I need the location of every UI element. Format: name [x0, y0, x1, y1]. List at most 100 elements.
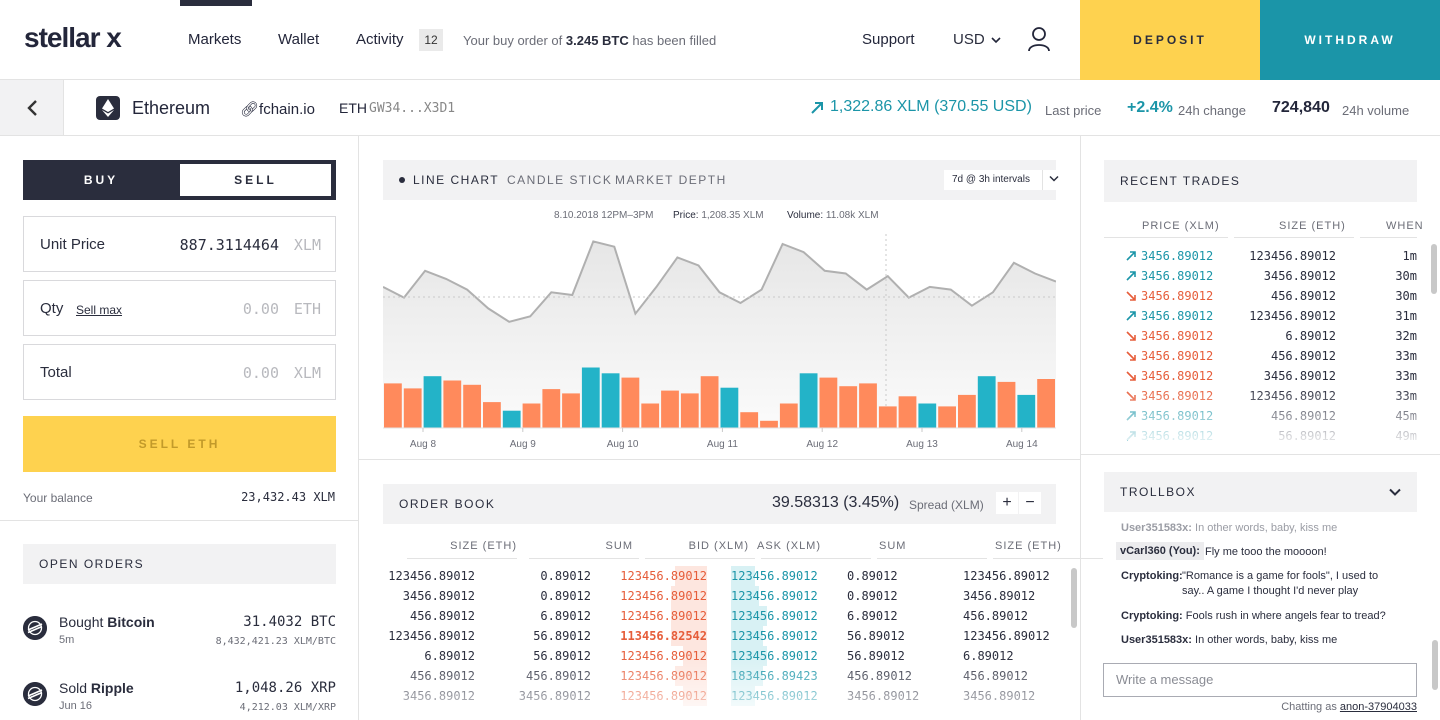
trade-row[interactable]: 3456.89012 3456.89012 33m [1104, 366, 1417, 386]
chat-message-input[interactable]: Write a message [1103, 663, 1417, 697]
recent-trades-header: RECENT TRADES [1104, 160, 1417, 202]
total-field[interactable]: Total 0.00 XLM [23, 344, 336, 400]
ob-cell-asize: 3456.89012 [963, 589, 1036, 603]
trade-row[interactable]: 3456.89012 3456.89012 30m [1104, 266, 1417, 286]
order-book-row[interactable]: 123456.89012 56.89012 113456.82542 123456.8… [383, 626, 1056, 646]
withdraw-button[interactable]: WITHDRAW [1260, 0, 1440, 80]
order-book-row[interactable]: 456.89012 456.89012 123456.89012 183456.894… [383, 666, 1056, 686]
rt-col-size: SIZE (ETH) [1279, 220, 1346, 232]
qty-placeholder: 0.00 [242, 300, 279, 318]
chat-text: In other words, baby, kiss me [1195, 634, 1338, 646]
balance-value: 23,432.43 XLM [241, 490, 335, 504]
sell-eth-button[interactable]: SELL ETH [23, 416, 336, 472]
order-book-row[interactable]: 123456.89012 0.89012 123456.89012 123456.89… [383, 566, 1056, 586]
column-rule [1360, 237, 1417, 238]
nav-markets[interactable]: Markets [188, 31, 242, 48]
arrow-up-right-icon [1126, 431, 1136, 441]
bid-depth-bar [675, 566, 707, 586]
trade-row[interactable]: 3456.89012 456.89012 30m [1104, 286, 1417, 306]
order-book-title: ORDER BOOK [399, 497, 496, 511]
stellarx-logo[interactable]: stellar x [24, 22, 122, 53]
interval-select[interactable]: 7d @ 3h intervals [944, 170, 1064, 190]
trade-row[interactable]: 3456.89012 123456.89012 1m [1104, 246, 1417, 266]
meta-volume-label: Volume: [787, 210, 824, 221]
trade-row[interactable]: 3456.89012 456.89012 33m [1104, 346, 1417, 366]
qty-field[interactable]: Qty Sell max 0.00 ETH [23, 280, 336, 336]
ob-cell-bid: 113456.82542 [620, 629, 707, 643]
trade-panel: BUY SELL Unit Price 887.3114464 XLM Qty … [0, 136, 359, 720]
nav-support[interactable]: Support [862, 31, 915, 48]
trade-row[interactable]: 3456.89012 6.89012 32m [1104, 326, 1417, 346]
ob-cell-bsize: 3456.89012 [402, 589, 475, 603]
bid-depth-bar [671, 606, 707, 626]
sell-tab[interactable]: SELL [180, 164, 331, 196]
sell-max-link[interactable]: Sell max [76, 303, 123, 317]
ob-cell-asum: 0.89012 [847, 569, 898, 583]
top-navigation: stellar x Markets Wallet Activity 12 You… [0, 0, 1440, 80]
trollbox-header[interactable]: TROLLBOX [1104, 472, 1417, 512]
arrow-down-right-icon [1126, 351, 1136, 361]
arrow-down-right-icon [1126, 291, 1136, 301]
page-scrollbar[interactable] [1432, 640, 1438, 690]
chatting-as-user[interactable]: anon-37904033 [1339, 701, 1417, 713]
order-book-row[interactable]: 3456.89012 0.89012 123456.89012 123456.8901… [383, 586, 1056, 606]
nav-wallet[interactable]: Wallet [278, 31, 320, 48]
trade-price: 3456.89012 [1141, 329, 1214, 343]
tab-market-depth[interactable]: MARKET DEPTH [615, 173, 727, 187]
order-book-row[interactable]: 456.89012 6.89012 123456.89012 123456.89012… [383, 606, 1056, 626]
scrollbar[interactable] [1071, 568, 1077, 628]
scrollbar[interactable] [1431, 244, 1437, 294]
volume-bar [562, 393, 580, 428]
ob-cell-bsum: 0.89012 [540, 569, 591, 583]
currency-select[interactable]: USD [953, 31, 1001, 48]
chat-text: "Romance is a game for fools", I used to… [1182, 570, 1379, 597]
interval-value: 7d @ 3h intervals [952, 174, 1030, 185]
chart-meta-price: Price: 1,208.35 XLM [673, 210, 764, 221]
order-date: 5m [59, 634, 75, 646]
deposit-button[interactable]: DEPOSIT [1080, 0, 1260, 80]
open-order-item[interactable]: Bought Bitcoin 5m 31.4032 BTC 8,432,421.… [23, 612, 336, 652]
asset-issuer[interactable]: GW34...X3D1 [369, 101, 456, 116]
trade-when: 33m [1395, 389, 1417, 403]
trade-row[interactable]: 3456.89012 123456.89012 33m [1104, 386, 1417, 406]
trade-price: 3456.89012 [1141, 269, 1214, 283]
ob-cell-asize: 456.89012 [963, 609, 1029, 623]
user-icon[interactable] [1027, 26, 1051, 52]
trade-row[interactable]: 3456.89012 456.89012 45m [1104, 406, 1417, 426]
volume-bar [680, 393, 699, 428]
order-asset: Ripple [90, 680, 134, 696]
volume-value: 724,840 [1272, 99, 1330, 116]
order-book-row[interactable]: 3456.89012 3456.89012 123456.89012 123456.8… [383, 686, 1056, 706]
volume-bar [423, 376, 442, 428]
column-rule [877, 558, 987, 559]
nav-activity[interactable]: Activity [356, 31, 404, 48]
trade-row[interactable]: 3456.89012 123456.89012 31m [1104, 306, 1417, 326]
ask-depth-bar [731, 566, 755, 586]
ob-cell-asize: 123456.89012 [963, 629, 1050, 643]
activity-count-badge: 12 [419, 29, 443, 51]
zoom-out-button[interactable]: − [1019, 492, 1041, 514]
order-book-row[interactable]: 6.89012 56.89012 123456.89012 123456.89012 5… [383, 646, 1056, 666]
ask-depth-bar [731, 626, 763, 646]
volume-bar [839, 386, 858, 428]
ob-cell-bid: 123456.89012 [620, 589, 707, 603]
zoom-in-button[interactable]: + [996, 492, 1018, 514]
ob-cell-asize: 123456.89012 [963, 569, 1050, 583]
column-rule [407, 558, 517, 559]
trade-row[interactable]: 3456.89012 56.89012 49m [1104, 426, 1417, 446]
meta-price-label: Price: [673, 210, 699, 221]
price-volume-chart[interactable]: Aug 8 Aug 9 Aug 10 Aug 11 Aug 12 Aug 13 Aug 14 [383, 200, 1056, 456]
buy-tab[interactable]: BUY [83, 173, 119, 187]
ob-cell-bsum: 56.89012 [533, 629, 591, 643]
trade-size: 56.89012 [1278, 429, 1336, 443]
tab-line-chart[interactable]: LINE CHART [413, 173, 500, 187]
ob-column-header: BID (XLM) [688, 540, 749, 552]
trade-size: 3456.89012 [1263, 269, 1336, 283]
trade-size: 3456.89012 [1263, 369, 1336, 383]
open-order-item[interactable]: Sold Ripple Jun 16 1,048.26 XRP 4,212.03… [23, 678, 336, 718]
tab-candle-stick[interactable]: CANDLE STICK [507, 173, 613, 187]
chevron-down-icon [1389, 488, 1401, 496]
asset-domain-link[interactable]: 🔗︎fchain.io [240, 100, 315, 118]
back-button[interactable] [0, 80, 64, 135]
unit-price-field[interactable]: Unit Price 887.3114464 XLM [23, 216, 336, 272]
